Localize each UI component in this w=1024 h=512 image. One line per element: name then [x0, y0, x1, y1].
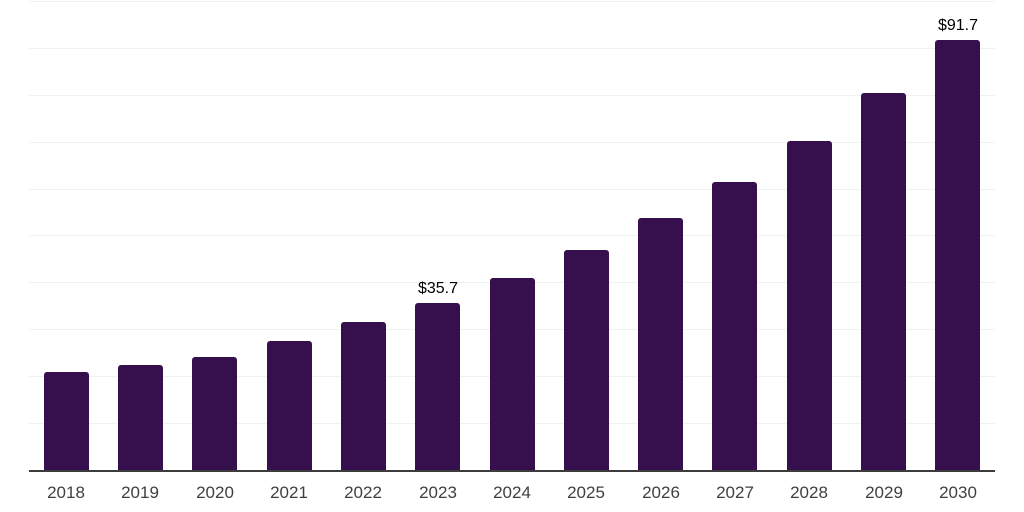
gridline: [29, 142, 995, 143]
bar-2028: [787, 141, 832, 470]
x-tick-2026: 2026: [642, 483, 680, 502]
gridline: [29, 189, 995, 190]
bar-2022: [341, 322, 386, 470]
bar-2023: [415, 303, 460, 470]
x-axis-line: [29, 470, 995, 472]
bar-2019: [118, 365, 163, 470]
x-tick-2018: 2018: [47, 483, 85, 502]
gridline: [29, 95, 995, 96]
x-tick-2024: 2024: [493, 483, 531, 502]
x-tick-2019: 2019: [121, 483, 159, 502]
bar-2024: [490, 278, 535, 470]
x-tick-2022: 2022: [344, 483, 382, 502]
x-tick-2023: 2023: [419, 483, 457, 502]
bar-2026: [638, 218, 683, 470]
x-tick-2029: 2029: [865, 483, 903, 502]
data-label-2023: $35.7: [417, 280, 459, 297]
bar-2030: [935, 40, 980, 470]
bar-2021: [267, 341, 312, 470]
gridline: [29, 1, 995, 2]
gridline: [29, 48, 995, 49]
bar-2018: [44, 372, 89, 470]
bar-2025: [564, 250, 609, 470]
x-tick-2020: 2020: [196, 483, 234, 502]
x-tick-2025: 2025: [567, 483, 605, 502]
gridline: [29, 235, 995, 236]
x-tick-2027: 2027: [716, 483, 754, 502]
bar-2027: [712, 182, 757, 470]
x-tick-2028: 2028: [790, 483, 828, 502]
bar-2020: [192, 357, 237, 470]
x-tick-2021: 2021: [270, 483, 308, 502]
bar-2029: [861, 93, 906, 470]
data-label-2030: $91.7: [937, 17, 979, 34]
x-tick-2030: 2030: [939, 483, 977, 502]
